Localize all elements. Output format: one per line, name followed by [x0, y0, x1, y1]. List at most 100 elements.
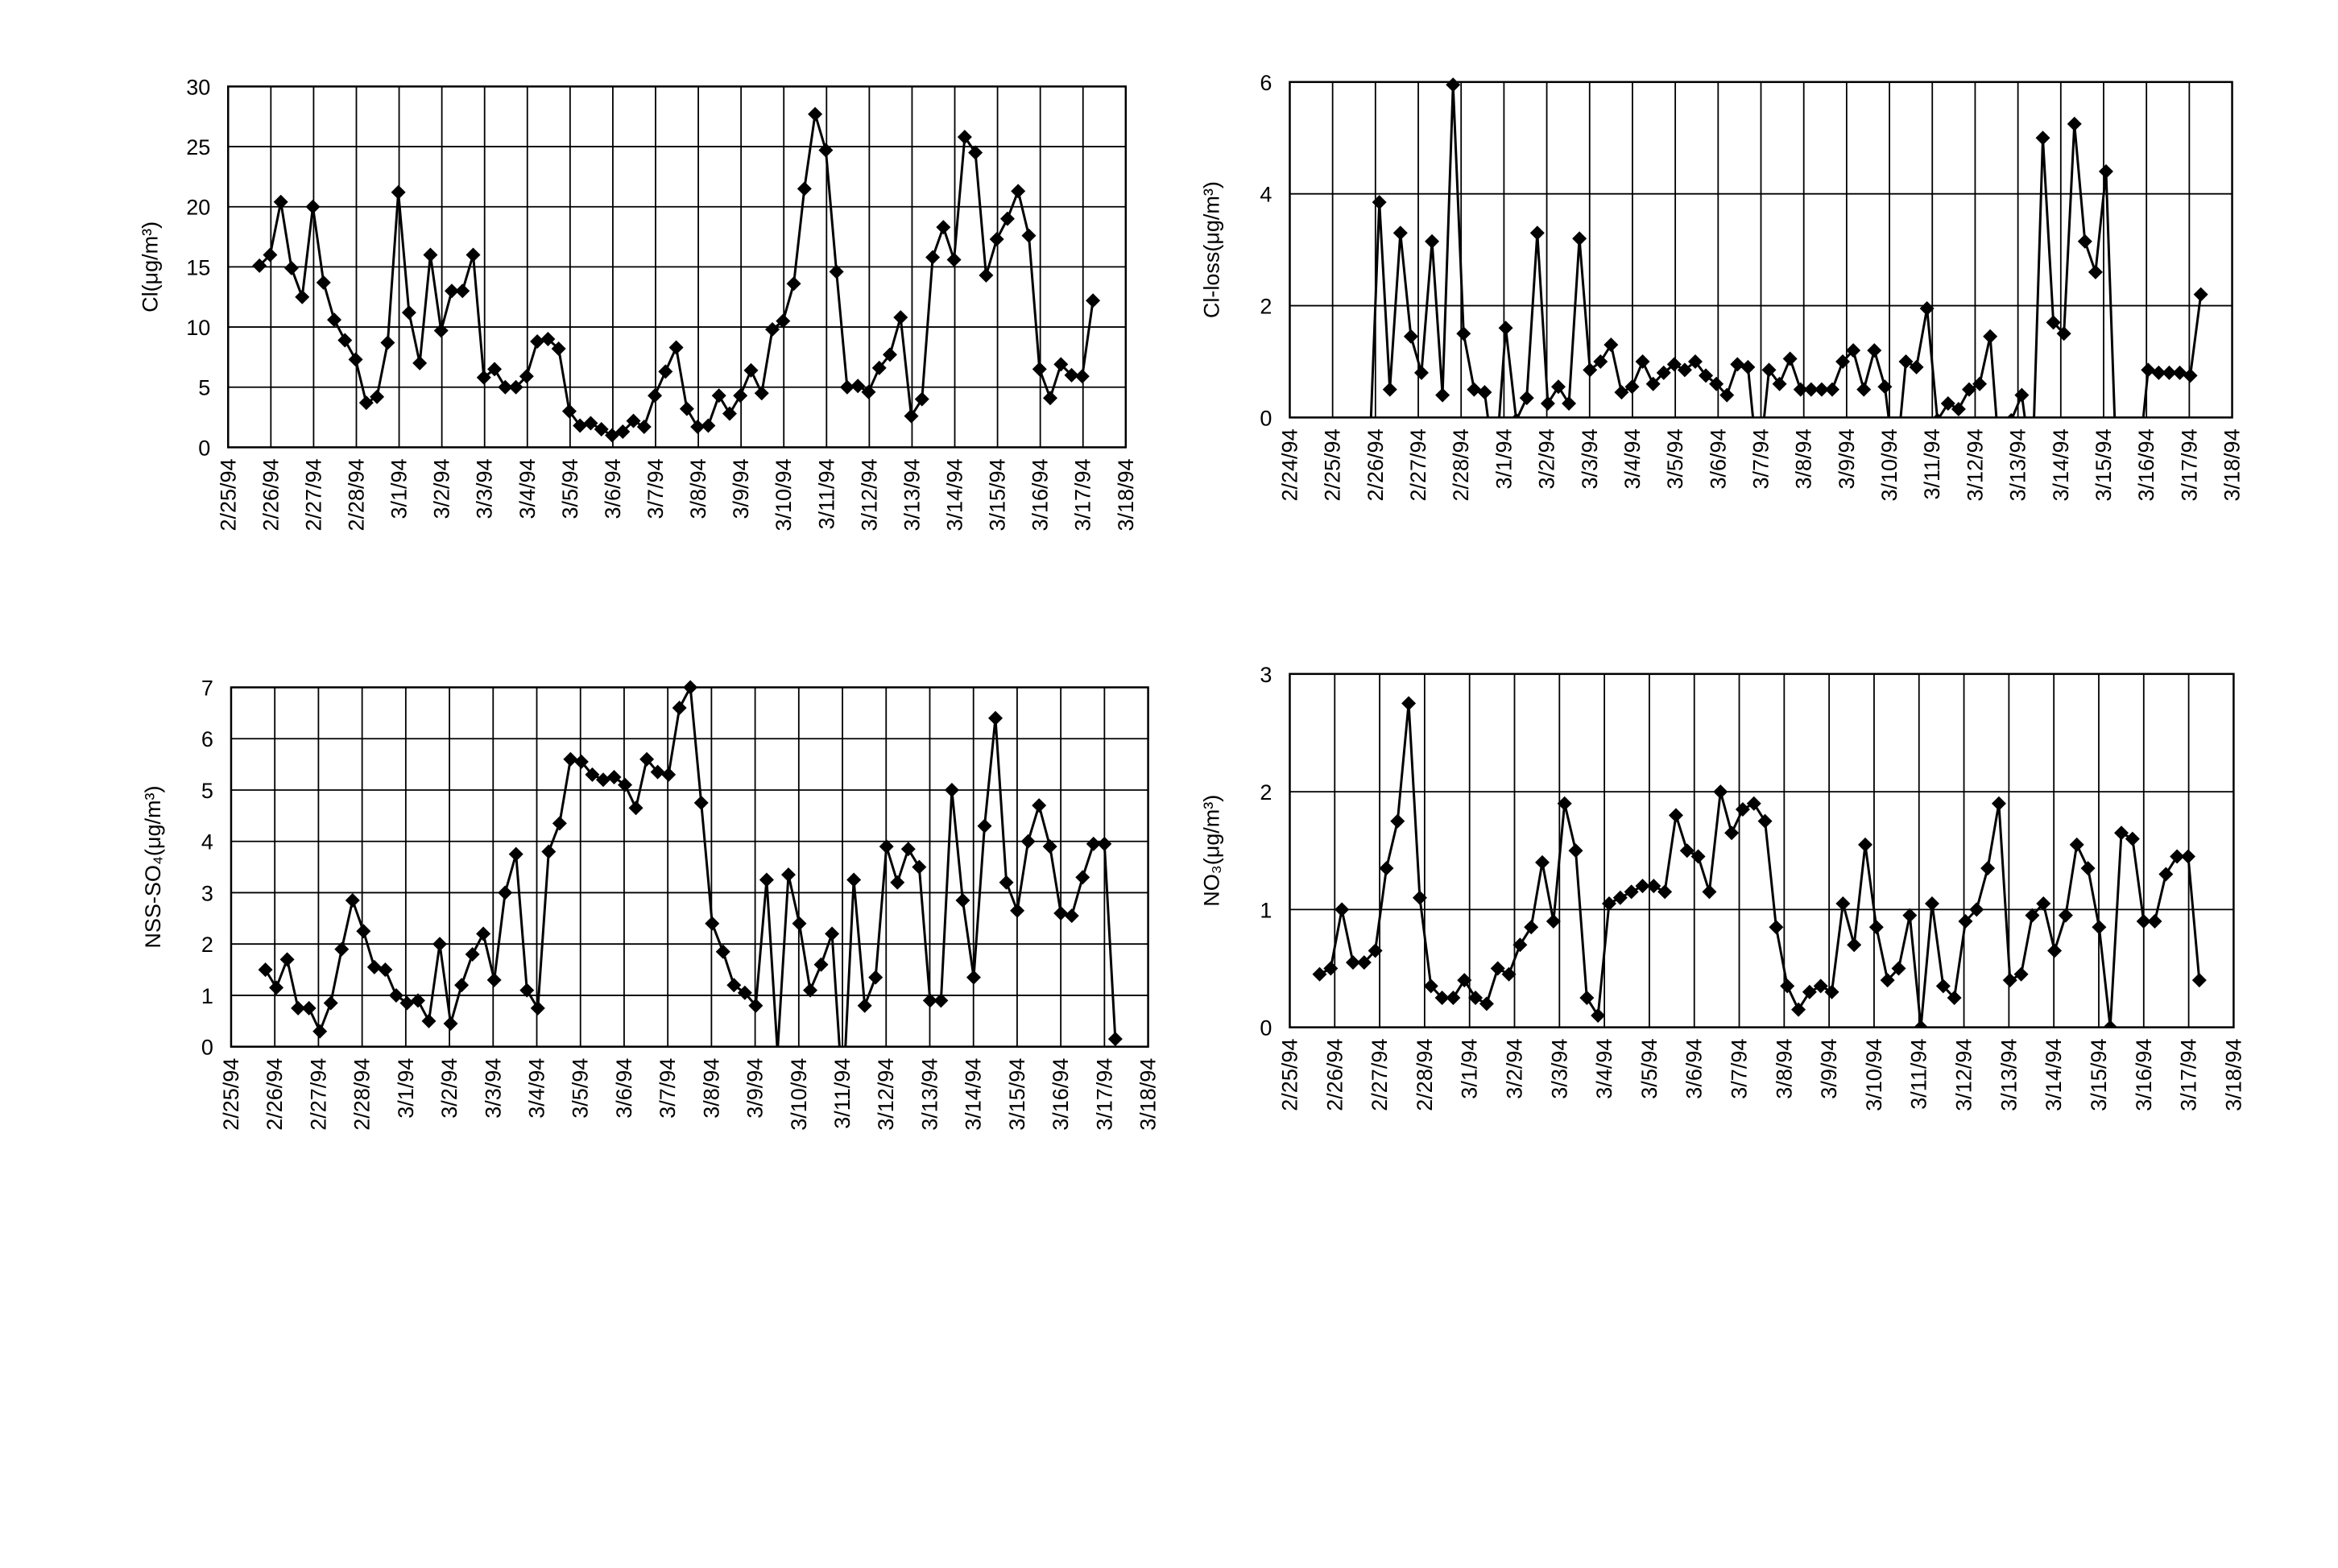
x-tick-label: 3/17/94	[2177, 1039, 2201, 1111]
data-point	[2067, 116, 2082, 131]
data-point	[639, 751, 655, 767]
data-point	[701, 418, 716, 433]
x-tick-label: 2/28/94	[1413, 1039, 1437, 1111]
data-point	[1010, 903, 1025, 918]
data-point	[530, 333, 545, 349]
data-point	[1550, 379, 1566, 395]
y-tick-label: 20	[186, 196, 210, 220]
data-point	[1345, 955, 1360, 970]
data-point	[776, 313, 791, 329]
x-tick-label: 3/12/94	[874, 1058, 898, 1131]
data-point	[1933, 412, 1943, 418]
data-point	[705, 916, 720, 931]
data-point	[914, 391, 929, 407]
data-point	[2193, 287, 2208, 302]
x-tick-label: 3/8/94	[686, 458, 710, 519]
data-point	[563, 751, 578, 767]
data-point	[2172, 365, 2187, 380]
data-point	[1856, 382, 1872, 397]
x-tick-label: 3/5/94	[1637, 1039, 1661, 1099]
x-tick-label: 3/11/94	[1907, 1039, 1931, 1110]
data-point	[305, 199, 321, 214]
data-point	[722, 406, 737, 421]
x-tick-label: 3/8/94	[699, 1058, 723, 1119]
plot-frame	[230, 686, 1149, 1048]
x-tick-label: 3/3/94	[473, 458, 497, 519]
x-tick-label: 3/1/94	[394, 1058, 418, 1119]
y-tick-label: 15	[186, 255, 210, 279]
x-tick-label: 3/14/94	[2049, 428, 2073, 501]
x-tick-label: 2/27/94	[301, 458, 325, 531]
data-point	[1846, 343, 1861, 358]
y-tick-label: 10	[186, 316, 210, 340]
data-point	[1951, 401, 1966, 416]
x-tick-label: 3/6/94	[1706, 428, 1730, 489]
data-point	[455, 283, 470, 299]
data-point	[1591, 1007, 1606, 1023]
data-point	[519, 369, 534, 384]
data-point	[2141, 362, 2156, 378]
data-point	[573, 418, 588, 433]
data-point	[1991, 796, 2006, 811]
data-point	[977, 818, 992, 834]
chart: 0 1 2 3 2/25/94 2/26/94 2/27/94 2/28/94 3/1/94 3/…	[1199, 663, 2245, 1111]
y-tick-label: 2	[201, 933, 213, 957]
x-tick-label: 3/2/94	[430, 458, 454, 519]
data-point	[900, 842, 916, 857]
x-tick-label: 3/15/94	[1005, 1058, 1029, 1131]
data-point	[1614, 385, 1629, 400]
data-point	[1086, 293, 1101, 308]
data-point	[786, 276, 801, 292]
data-point	[754, 386, 769, 401]
x-tick-label: 3/13/94	[917, 1058, 941, 1131]
data-point	[979, 267, 994, 283]
data-point	[808, 106, 823, 122]
data-point	[1657, 884, 1673, 900]
x-tick-label: 3/5/94	[569, 1058, 593, 1119]
data-point	[955, 893, 970, 908]
data-point	[2077, 234, 2092, 249]
data-point	[356, 924, 371, 939]
data-point	[890, 875, 905, 890]
data-point	[1679, 843, 1695, 858]
data-point	[661, 767, 677, 782]
data-point	[1761, 362, 1777, 378]
data-point	[1477, 385, 1492, 400]
data-point	[2006, 412, 2016, 418]
data-point	[748, 998, 763, 1013]
data-point	[1914, 1020, 1929, 1028]
data-point	[263, 247, 278, 263]
x-tick-label: 3/8/94	[1772, 1039, 1796, 1099]
data-point	[2013, 966, 2029, 982]
data-point	[679, 401, 694, 416]
x-tick-label: 2/25/94	[1321, 428, 1345, 501]
data-point	[391, 184, 406, 200]
data-point	[1880, 973, 1895, 988]
x-tick-label: 3/11/94	[1920, 428, 1944, 499]
chart: 0 5 10 15 20 25 30 2/25/94 2/26/94 2/27/94 2/28/94…	[138, 75, 1138, 531]
x-tick-label: 2/27/94	[1406, 428, 1430, 501]
x-tick-label: 3/2/94	[1502, 1039, 1526, 1099]
data-point	[1668, 808, 1683, 823]
x-tick-label: 3/12/94	[1963, 428, 1987, 501]
data-point	[1813, 978, 1828, 994]
x-tick-label: 3/10/94	[787, 1058, 811, 1131]
data-point	[1690, 849, 1706, 864]
data-point	[1529, 225, 1545, 241]
data-point	[1446, 77, 1461, 93]
data-point	[743, 362, 759, 378]
data-point	[893, 310, 908, 325]
data-point	[1646, 879, 1661, 894]
y-tick-label: 0	[1260, 406, 1272, 430]
data-point	[1961, 382, 1976, 397]
data-point	[2069, 837, 2084, 852]
data-point	[846, 872, 862, 887]
x-tick-label: 3/1/94	[1492, 428, 1516, 489]
data-point	[2092, 920, 2107, 935]
data-point	[1772, 376, 1787, 391]
data-point	[765, 322, 780, 337]
data-point	[433, 323, 449, 338]
data-point	[487, 362, 503, 377]
data-point	[1568, 843, 1583, 858]
data-point	[1107, 1032, 1123, 1047]
